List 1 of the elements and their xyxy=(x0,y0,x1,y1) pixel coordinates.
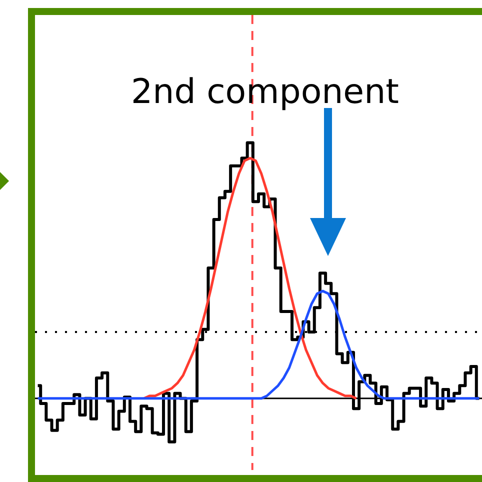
text: 2nd component xyxy=(131,72,399,112)
